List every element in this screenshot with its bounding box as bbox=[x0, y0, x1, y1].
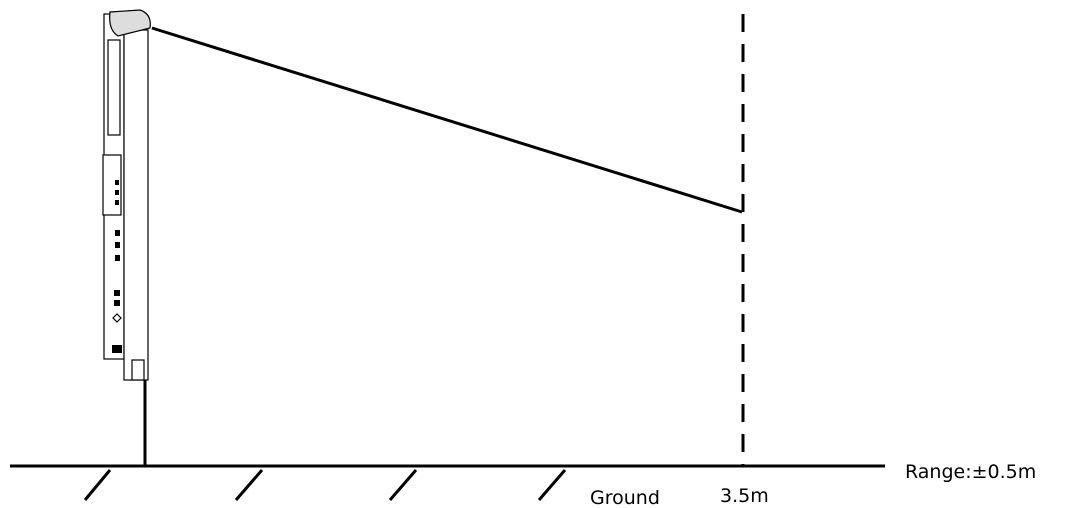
display-device bbox=[102, 9, 151, 381]
range-label: Range:±0.5m bbox=[905, 461, 1036, 483]
panel-side bbox=[123, 29, 149, 381]
panel-slot bbox=[107, 39, 121, 136]
camera-head bbox=[109, 9, 151, 37]
distance-label: 3.5m bbox=[720, 485, 769, 507]
ground-label: Ground bbox=[590, 487, 660, 508]
sight-line bbox=[151, 26, 743, 214]
panel-buttons bbox=[112, 180, 122, 353]
panel-dpad bbox=[112, 313, 122, 323]
panel-foot bbox=[131, 359, 145, 381]
ground-hatch bbox=[83, 469, 567, 501]
